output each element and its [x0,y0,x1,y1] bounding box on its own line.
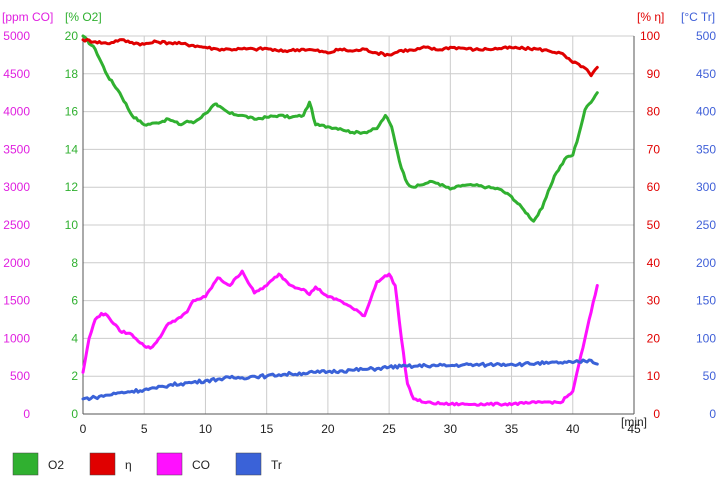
tr-tick-label: 200 [696,256,716,270]
x-tick-label: 25 [382,422,396,436]
series-line-co [81,269,599,407]
eta-tick-label: 10 [647,369,661,383]
legend-swatch-eta [89,452,116,476]
eta-tick-label: 100 [640,29,660,43]
x-tick-label: 5 [141,422,148,436]
tr-tick-label: 350 [696,142,716,156]
tr-tick-label: 300 [696,180,716,194]
tr-tick-label: 100 [696,331,716,345]
eta-tick-label: 80 [647,105,661,119]
legend-swatch-co [156,452,183,476]
legend-swatch-o2 [12,452,39,476]
co-tick-label: 4500 [3,67,30,81]
o2-axis-unit: [% O2] [65,10,102,24]
series-line-o2 [81,34,599,223]
tr-tick-label: 0 [709,407,716,421]
tr-tick-label: 150 [696,294,716,308]
legend-label-eta: η [125,458,132,472]
eta-tick-label: 20 [647,331,661,345]
eta-tick-label: 70 [647,142,661,156]
o2-tick-label: 16 [65,105,79,119]
co-tick-label: 3000 [3,180,30,194]
co-tick-label: 3500 [3,142,30,156]
tr-tick-label: 500 [696,29,716,43]
x-tick-label: 40 [566,422,580,436]
co-tick-label: 5000 [3,29,30,43]
o2-tick-label: 14 [65,142,79,156]
co-tick-label: 0 [23,407,30,421]
x-tick-label: 10 [199,422,213,436]
o2-tick-label: 0 [71,407,78,421]
series-lines [81,34,599,407]
co-tick-label: 4000 [3,105,30,119]
co-tick-label: 500 [10,369,30,383]
tr-tick-label: 250 [696,218,716,232]
eta-tick-label: 40 [647,256,661,270]
series-line-tr [81,358,599,402]
x-tick-label: 30 [444,422,458,436]
x-tick-label: 15 [260,422,274,436]
tr-tick-label: 450 [696,67,716,81]
x-tick-label: 20 [321,422,335,436]
o2-tick-label: 2 [71,369,78,383]
o2-tick-label: 6 [71,294,78,308]
legend: O2 η CO Tr [12,452,282,476]
co-tick-label: 2500 [3,218,30,232]
x-tick-label: 35 [505,422,519,436]
eta-tick-label: 0 [653,407,660,421]
legend-swatch-tr [235,452,262,476]
legend-label-o2: O2 [48,458,64,472]
co-tick-label: 2000 [3,256,30,270]
eta-axis-unit: [% η] [637,10,664,24]
x-tick-label: 0 [80,422,87,436]
tr-tick-label: 400 [696,105,716,119]
o2-tick-label: 10 [65,218,79,232]
o2-tick-label: 4 [71,331,78,345]
plot-frame [82,36,635,415]
o2-tick-label: 12 [65,180,79,194]
eta-tick-label: 60 [647,180,661,194]
tr-tick-label: 50 [703,369,717,383]
legend-label-tr: Tr [271,458,282,472]
tr-axis-unit: [°C Tr] [681,10,715,24]
o2-tick-label: 8 [71,256,78,270]
eta-tick-label: 90 [647,67,661,81]
eta-tick-label: 50 [647,218,661,232]
eta-tick-label: 30 [647,294,661,308]
x-axis-unit: [min] [621,415,647,429]
co-tick-label: 1500 [3,294,30,308]
co-tick-label: 1000 [3,331,30,345]
o2-tick-label: 20 [65,29,79,43]
ticks: 0 5 10 15 20 25 30 35 40 450500100015002000250030… [3,29,716,436]
x-tick-label: 45 [627,422,641,436]
legend-label-co: CO [192,458,210,472]
axis-labels: [ppm CO] [% O2] [% η] [°C Tr] [min] [2,10,715,429]
series-line-eta [81,38,599,78]
co-axis-unit: [ppm CO] [2,10,53,24]
o2-tick-label: 18 [65,67,79,81]
